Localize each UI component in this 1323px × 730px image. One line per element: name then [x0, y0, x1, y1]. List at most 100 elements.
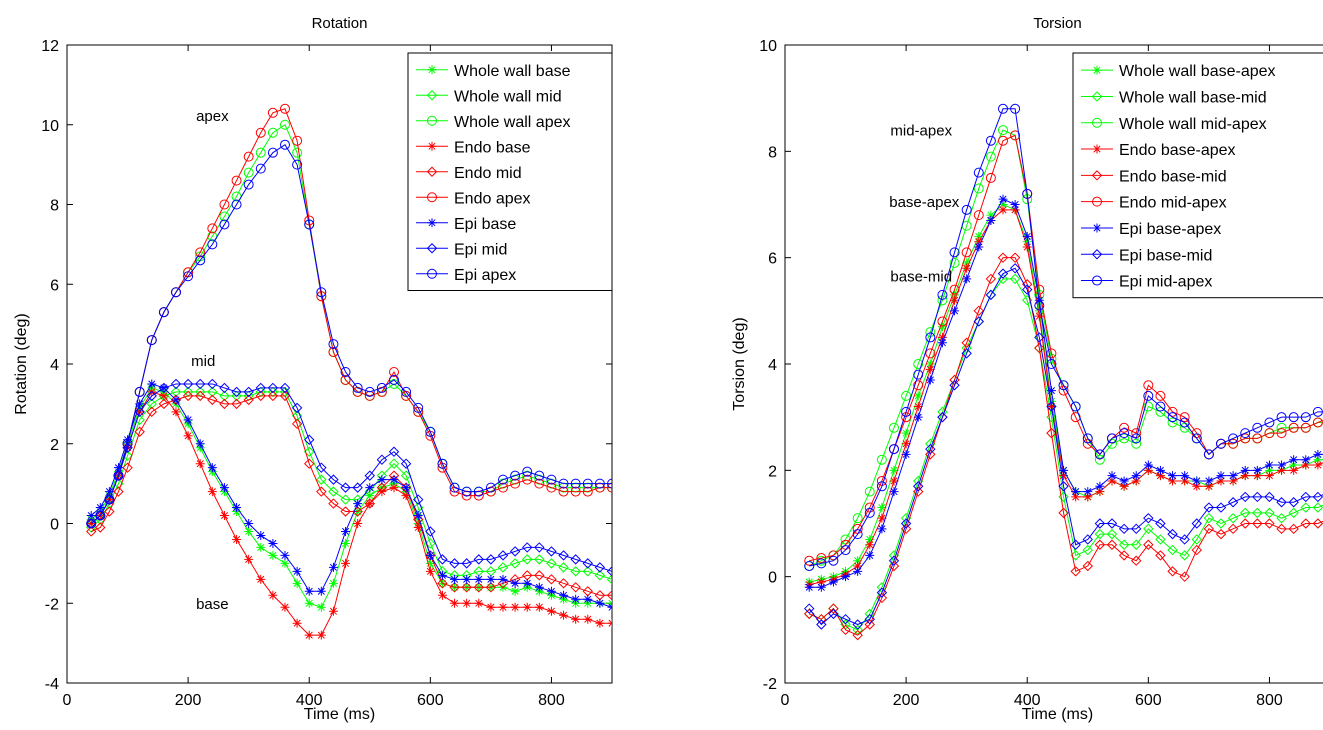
data-point	[268, 590, 278, 600]
data-point	[998, 194, 1008, 204]
data-point	[1313, 460, 1323, 470]
data-point	[522, 578, 532, 588]
y-tick-label: 4	[768, 357, 777, 374]
data-point	[401, 491, 411, 501]
data-point	[1022, 188, 1033, 199]
data-point	[1240, 471, 1250, 481]
data-point	[304, 598, 314, 608]
data-point	[280, 119, 290, 130]
data-point	[1058, 507, 1069, 519]
data-point	[804, 603, 815, 614]
data-point	[973, 210, 984, 221]
data-point	[1106, 528, 1118, 540]
data-point	[570, 566, 581, 577]
data-point	[244, 519, 254, 528]
data-point	[889, 444, 899, 455]
data-point	[534, 582, 544, 592]
data-point	[949, 257, 960, 268]
data-point	[937, 289, 948, 300]
data-point	[449, 582, 460, 593]
x-axis-label: Time (ms)	[1022, 706, 1093, 723]
data-point	[546, 546, 557, 557]
data-point	[364, 470, 375, 481]
data-point	[134, 386, 145, 397]
y-tick-label: 0	[768, 570, 777, 587]
data-point	[1203, 449, 1214, 460]
data-point	[1070, 539, 1081, 550]
data-point	[292, 618, 302, 628]
data-point	[486, 602, 496, 612]
data-point	[937, 316, 948, 327]
data-point	[377, 475, 387, 485]
data-point	[583, 594, 593, 604]
x-tick-label: 0	[781, 692, 790, 709]
data-point	[1082, 433, 1093, 444]
data-point	[1215, 502, 1227, 513]
data-point	[1106, 518, 1118, 529]
series-line-whole-wall-mid	[90, 391, 612, 580]
legend-label: Whole wall base	[454, 63, 571, 80]
data-point	[840, 545, 851, 556]
data-point	[195, 390, 206, 402]
data-point	[986, 215, 996, 225]
data-point	[901, 390, 912, 401]
data-point	[594, 478, 605, 489]
data-point	[425, 550, 435, 560]
data-point	[594, 482, 605, 493]
data-point	[1118, 539, 1130, 550]
data-point	[595, 598, 605, 608]
data-point	[1240, 518, 1251, 529]
data-point	[1107, 433, 1117, 444]
data-point	[1083, 492, 1093, 502]
data-point	[1155, 518, 1166, 529]
data-point	[1264, 465, 1274, 475]
data-point	[1192, 476, 1202, 486]
data-point	[1155, 406, 1166, 417]
data-point	[291, 410, 303, 422]
data-point	[1312, 518, 1323, 529]
data-point	[1240, 465, 1250, 475]
data-point	[534, 554, 545, 565]
data-point	[901, 439, 911, 449]
data-point	[998, 205, 1008, 215]
data-point	[304, 434, 315, 445]
data-point	[1119, 428, 1130, 439]
data-point	[1022, 231, 1032, 241]
data-point	[949, 284, 960, 295]
data-point	[816, 555, 827, 566]
data-point	[804, 582, 814, 592]
data-point	[974, 237, 984, 247]
data-point	[340, 374, 351, 385]
data-point	[853, 566, 863, 576]
series-line-endo-mid	[91, 395, 612, 596]
data-point	[1131, 471, 1141, 481]
data-point	[962, 258, 972, 268]
data-point	[546, 586, 556, 596]
data-point	[1276, 523, 1287, 535]
y-tick-label: 0	[50, 517, 59, 534]
data-point	[425, 526, 436, 537]
data-point	[207, 239, 218, 250]
data-point	[485, 482, 496, 493]
data-point	[328, 606, 338, 616]
data-point	[219, 382, 230, 394]
legend-label: Endo base-mid	[1119, 168, 1227, 185]
data-point	[1191, 433, 1202, 444]
data-point	[1119, 433, 1130, 444]
legend-entry: Endo apex	[416, 190, 531, 207]
data-point	[304, 446, 315, 457]
data-point	[219, 398, 230, 410]
data-point	[583, 614, 593, 624]
legend-entry: Endo base	[416, 139, 531, 156]
data-point	[1289, 455, 1299, 465]
data-point	[365, 483, 375, 493]
data-point	[95, 503, 105, 513]
data-point	[219, 219, 230, 230]
data-point	[340, 506, 351, 517]
data-point	[400, 458, 412, 469]
data-point	[183, 431, 193, 441]
legend-label: Epi base-mid	[1119, 247, 1212, 264]
data-point	[925, 364, 935, 374]
data-point	[95, 522, 106, 533]
data-point	[328, 562, 338, 572]
